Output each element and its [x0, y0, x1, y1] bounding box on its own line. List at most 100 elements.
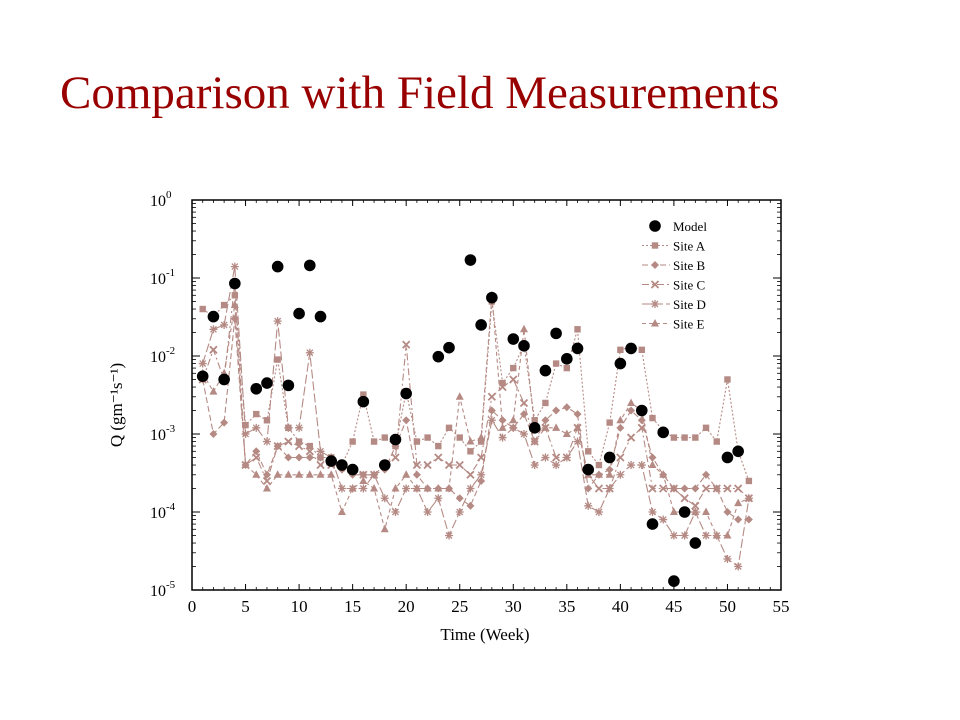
data-point-model: [518, 340, 530, 352]
plot-frame: [191, 199, 782, 591]
data-point-model: [635, 404, 648, 417]
data-point-site-c: [455, 460, 464, 470]
data-point-site-d: [584, 501, 593, 510]
data-point-model: [732, 445, 744, 458]
series-site-a: [199, 292, 753, 485]
data-point-model: [721, 451, 734, 464]
data-point-site-a: [424, 434, 431, 441]
data-point-site-b: [584, 484, 593, 493]
data-point-site-e: [391, 484, 400, 492]
data-point-site-e: [370, 484, 379, 492]
data-point-model: [229, 277, 241, 290]
data-point-site-d: [434, 494, 443, 503]
data-point-site-e: [616, 415, 625, 424]
data-point-site-b: [648, 453, 657, 462]
data-point-site-b: [220, 418, 229, 427]
data-point-site-e: [691, 507, 700, 515]
data-point-site-d: [487, 416, 496, 425]
data-point-site-e: [659, 470, 668, 478]
data-point-site-a: [413, 438, 421, 445]
data-point-site-a: [231, 292, 239, 299]
data-point-site-c: [659, 484, 668, 493]
data-point-site-b: [616, 423, 625, 432]
data-point-site-d: [530, 461, 539, 470]
data-point-site-d: [702, 531, 711, 540]
data-point-site-e: [648, 460, 657, 469]
data-point-site-d: [734, 562, 743, 571]
data-point-site-e: [230, 300, 239, 309]
data-point-site-e: [284, 470, 293, 478]
data-point-model: [325, 455, 338, 467]
data-point-site-a: [445, 424, 453, 432]
data-point-site-e: [498, 423, 507, 431]
x-tick-label: 55: [773, 597, 790, 616]
data-point-site-d: [295, 423, 304, 432]
series-model: [196, 254, 744, 587]
x-tick-label: 0: [188, 597, 197, 616]
x-tick-label: 35: [558, 597, 575, 616]
data-point-model: [625, 342, 637, 355]
data-point-site-e: [316, 470, 325, 478]
x-tick-label: 20: [398, 597, 415, 616]
data-point-site-c: [402, 340, 411, 349]
data-point-model: [646, 518, 659, 530]
data-point-site-e: [509, 415, 518, 424]
data-point-model: [475, 319, 487, 331]
data-point-model: [304, 259, 316, 272]
data-point-site-e: [402, 470, 411, 478]
data-point-site-d: [273, 317, 282, 326]
data-point-site-c: [359, 470, 368, 479]
data-point-site-c: [530, 437, 539, 446]
data-point-site-a: [692, 434, 699, 441]
data-point-site-d: [220, 320, 229, 329]
series-line-site-e: [202, 295, 750, 537]
data-point-site-a: [563, 364, 571, 372]
data-point-model: [614, 357, 627, 370]
plot-layer: [196, 254, 754, 587]
data-point-site-e: [412, 484, 421, 492]
data-point-site-d: [455, 508, 464, 516]
data-point-site-b: [412, 470, 421, 479]
data-point-site-c: [551, 453, 561, 462]
data-point-site-a: [552, 360, 560, 367]
data-point-site-c: [691, 501, 700, 510]
data-point-site-e: [562, 429, 571, 437]
data-point-site-c: [252, 453, 261, 462]
data-point-site-c: [487, 392, 496, 401]
data-point-site-d: [616, 470, 625, 479]
data-point-site-a: [606, 419, 613, 426]
data-point-site-e: [605, 470, 614, 478]
data-point-site-d: [509, 423, 518, 432]
legend-marker-site-c: [650, 280, 660, 289]
data-point-site-c: [680, 494, 689, 503]
data-point-site-b: [252, 447, 261, 456]
data-point-site-d: [605, 484, 614, 493]
data-point-site-c: [498, 382, 507, 392]
y-axis-label: Q (gm⁻¹s⁻¹): [107, 363, 126, 447]
data-point-site-e: [434, 484, 443, 492]
data-point-site-a: [585, 448, 592, 455]
data-point-site-d: [541, 453, 550, 462]
data-point-site-b: [627, 406, 636, 415]
data-point-site-e: [295, 470, 304, 478]
data-point-site-b: [744, 515, 753, 524]
legend-layer: Model Site A Site B Site C Site D Site E: [642, 219, 707, 332]
data-point-site-d: [659, 515, 668, 524]
data-point-model: [346, 463, 359, 476]
data-point-site-e: [669, 507, 678, 515]
data-point-site-a: [360, 391, 367, 398]
legend-label: Site A: [673, 239, 706, 254]
data-point-site-a: [681, 434, 688, 441]
series-line-site-a: [202, 294, 750, 482]
legend-entry-site-d: Site D: [642, 297, 706, 312]
data-point-site-c: [637, 423, 646, 432]
data-point-model: [678, 506, 691, 518]
legend-marker-site-a: [651, 242, 659, 249]
data-point-site-e: [723, 530, 732, 539]
data-point-site-c: [477, 453, 486, 462]
data-point-site-c: [466, 470, 475, 479]
data-point-model: [282, 379, 295, 392]
data-point-model: [603, 451, 616, 464]
data-point-site-c: [273, 441, 282, 451]
x-axis-label: Time (Week): [440, 625, 529, 644]
